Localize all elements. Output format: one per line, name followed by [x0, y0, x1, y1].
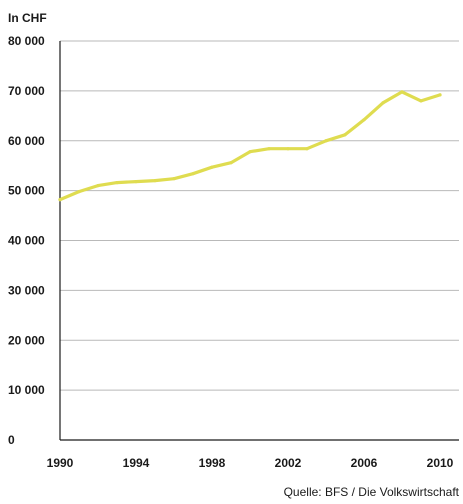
- data-point: [172, 177, 176, 181]
- data-point: [134, 180, 138, 184]
- data-point: [210, 165, 214, 169]
- unit-label: In CHF: [8, 11, 47, 25]
- x-tick-label: 2002: [275, 456, 302, 470]
- x-tick-label: 2010: [427, 456, 454, 470]
- data-point: [96, 184, 100, 188]
- y-tick-label: 60 000: [8, 134, 45, 148]
- data-point: [115, 181, 119, 185]
- y-tick-label: 0: [8, 433, 15, 447]
- y-tick-label: 30 000: [8, 283, 45, 297]
- data-point: [324, 139, 328, 143]
- data-point: [77, 190, 81, 194]
- data-point: [191, 172, 195, 176]
- data-point: [58, 198, 62, 202]
- source-note: Quelle: BFS / Die Volkswirtschaft: [284, 485, 460, 499]
- data-point: [248, 150, 252, 154]
- axes: [59, 41, 459, 441]
- y-tick-labels: 0 10 000 20 000 30 000 40 000 50 000 60 000 70 …: [8, 34, 45, 447]
- data-point: [305, 147, 309, 151]
- data-point: [343, 133, 347, 137]
- x-tick-label: 1998: [199, 456, 226, 470]
- data-point: [286, 147, 290, 151]
- data-point: [229, 161, 233, 165]
- y-tick-label: 50 000: [8, 184, 45, 198]
- y-tick-label: 80 000: [8, 34, 45, 48]
- data-point: [438, 93, 442, 97]
- series-layer: [58, 90, 442, 202]
- y-tick-label: 20 000: [8, 333, 45, 347]
- gridlines: [60, 40, 459, 391]
- x-tick-label: 2006: [351, 456, 378, 470]
- data-point: [362, 118, 366, 122]
- y-tick-label: 70 000: [8, 84, 45, 98]
- data-point: [381, 101, 385, 105]
- x-tick-labels: 1990 1994 1998 2002 2006 2010: [47, 456, 454, 470]
- data-point: [267, 147, 271, 151]
- x-tick-label: 1994: [123, 456, 150, 470]
- y-tick-label: 40 000: [8, 234, 45, 248]
- data-point: [400, 90, 404, 94]
- x-tick-label: 1990: [47, 456, 74, 470]
- data-point: [153, 179, 157, 183]
- data-point: [419, 99, 423, 103]
- y-tick-label: 10 000: [8, 383, 45, 397]
